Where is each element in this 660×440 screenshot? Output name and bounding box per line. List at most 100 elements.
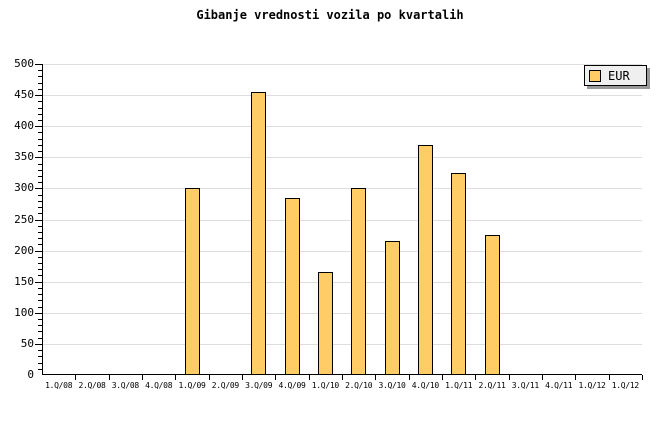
y-minor-tick [38, 325, 42, 326]
y-minor-tick [38, 139, 42, 140]
x-tick-label: 3.Q/10 [378, 381, 406, 390]
x-tick [309, 375, 310, 380]
plot-area [35, 64, 643, 380]
y-tick-label: 0 [27, 368, 34, 381]
x-tick-label: 2.Q/08 [78, 381, 106, 390]
y-minor-tick [38, 263, 42, 264]
x-tick [475, 375, 476, 380]
y-minor-tick [38, 300, 42, 301]
x-tick [642, 375, 643, 380]
x-tick-label: 4.Q/10 [411, 381, 439, 390]
y-major-tick [35, 251, 42, 252]
y-minor-tick [38, 164, 42, 165]
x-tick [175, 375, 176, 380]
x-tick [375, 375, 376, 380]
bar [251, 92, 266, 375]
x-tick [75, 375, 76, 380]
y-major-tick [35, 313, 42, 314]
y-minor-tick [38, 369, 42, 370]
x-tick [242, 375, 243, 380]
x-tick-label: 3.Q/11 [511, 381, 539, 390]
y-tick-label: 350 [14, 150, 34, 163]
y-minor-tick [38, 319, 42, 320]
y-minor-tick [38, 232, 42, 233]
y-minor-tick [38, 170, 42, 171]
y-minor-tick [38, 89, 42, 90]
y-minor-tick [38, 238, 42, 239]
y-major-tick [35, 220, 42, 221]
x-tick-label: 1.Q/10 [311, 381, 339, 390]
y-minor-tick [38, 294, 42, 295]
bar [318, 272, 333, 375]
y-minor-tick [38, 201, 42, 202]
x-tick [209, 375, 210, 380]
y-major-tick [35, 188, 42, 189]
x-tick [275, 375, 276, 380]
y-minor-tick [38, 244, 42, 245]
y-major-tick [35, 282, 42, 283]
y-minor-tick [38, 145, 42, 146]
chart-title: Gibanje vrednosti vozila po kvartalih [196, 8, 464, 22]
y-minor-tick [38, 288, 42, 289]
bar [385, 241, 400, 375]
y-tick-label: 400 [14, 119, 34, 132]
y-major-tick [35, 126, 42, 127]
legend-swatch-icon [589, 69, 601, 82]
y-minor-tick [38, 275, 42, 276]
y-major-tick [35, 95, 42, 96]
bar [285, 198, 300, 375]
x-tick-label: 4.Q/09 [278, 381, 306, 390]
legend-label: EUR [608, 68, 630, 83]
legend: EUR [584, 65, 647, 86]
y-tick-label: 200 [14, 244, 34, 257]
y-tick-label: 50 [20, 337, 34, 350]
y-tick-label: 250 [14, 213, 34, 226]
gridline [43, 157, 642, 158]
y-minor-tick [38, 70, 42, 71]
gridline [43, 313, 642, 314]
x-tick-label: 1.Q/09 [178, 381, 206, 390]
x-tick-label: 1.Q/12 [611, 381, 639, 390]
bar [418, 145, 433, 375]
y-minor-tick [38, 257, 42, 258]
y-minor-tick [38, 83, 42, 84]
y-minor-tick [38, 226, 42, 227]
y-major-tick [35, 344, 42, 345]
x-tick-label: 3.Q/08 [111, 381, 139, 390]
bar [351, 188, 366, 375]
x-axis [42, 374, 642, 375]
y-axis [42, 64, 43, 375]
x-tick-label: 2.Q/10 [345, 381, 373, 390]
x-tick-label: 1.Q/11 [445, 381, 473, 390]
x-tick [109, 375, 110, 380]
x-tick [342, 375, 343, 380]
gridline [43, 64, 642, 65]
y-minor-tick [38, 76, 42, 77]
y-minor-tick [38, 331, 42, 332]
x-tick [609, 375, 610, 380]
y-minor-tick [38, 363, 42, 364]
y-major-tick [35, 157, 42, 158]
gridline [43, 188, 642, 189]
y-minor-tick [38, 269, 42, 270]
gridline [43, 126, 642, 127]
x-tick-label: 2.Q/09 [211, 381, 239, 390]
x-tick [442, 375, 443, 380]
x-tick-label: 2.Q/11 [478, 381, 506, 390]
x-tick-label: 4.Q/11 [545, 381, 573, 390]
y-tick-label: 500 [14, 57, 34, 70]
y-tick-label: 300 [14, 181, 34, 194]
y-tick-label: 450 [14, 88, 34, 101]
gridline [43, 251, 642, 252]
x-tick [142, 375, 143, 380]
x-tick [542, 375, 543, 380]
gridline [43, 95, 642, 96]
y-minor-tick [38, 108, 42, 109]
x-tick [575, 375, 576, 380]
x-tick-label: 1.Q/12 [578, 381, 606, 390]
gridline [43, 282, 642, 283]
y-major-tick [35, 64, 42, 65]
y-tick-label: 100 [14, 306, 34, 319]
x-tick-label: 4.Q/08 [145, 381, 173, 390]
